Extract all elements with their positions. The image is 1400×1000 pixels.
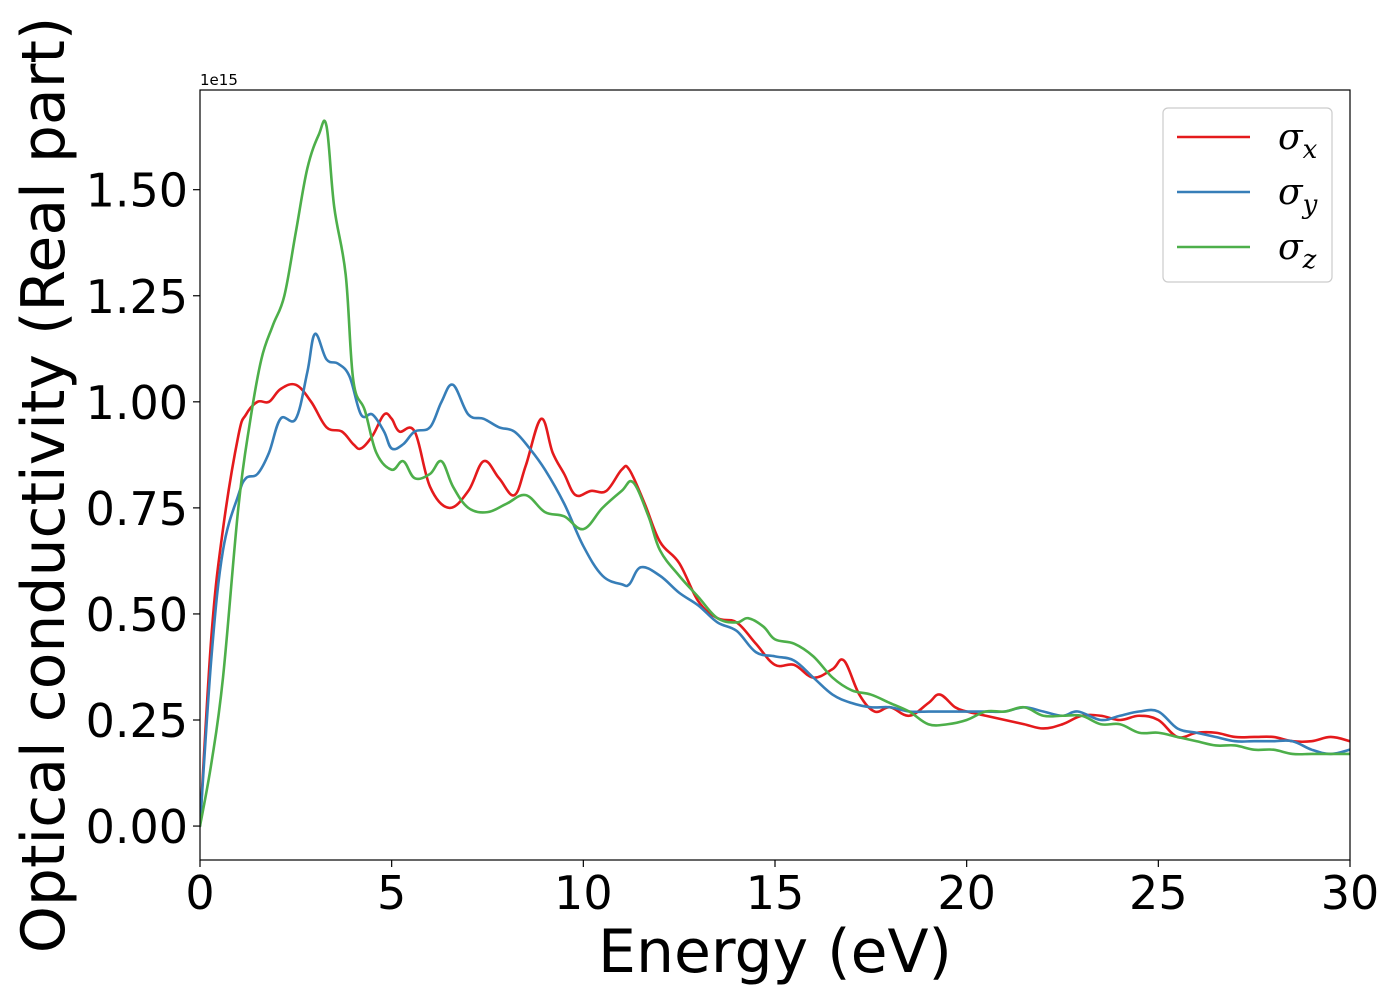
y-tick-label: 0.25 — [86, 694, 188, 748]
y-axis-offset-label: 1e15 — [200, 71, 238, 89]
legend-label: σz — [1278, 227, 1317, 275]
y-tick-label: 1.25 — [86, 270, 188, 324]
legend: σx σy σz — [1162, 107, 1333, 283]
x-tick-label: 25 — [1129, 866, 1188, 920]
y-tick-label: 0.50 — [86, 588, 188, 642]
legend-item-y: σy — [1177, 172, 1318, 220]
y-tick-label: 1.00 — [86, 376, 188, 430]
x-axis-title: Energy (eV) — [598, 917, 952, 987]
x-tick-label: 0 — [185, 866, 214, 920]
y-tick-label: 0.75 — [86, 482, 188, 536]
series-line-z — [200, 119, 1350, 828]
legend-label: σx — [1278, 117, 1318, 165]
series-layer — [200, 119, 1350, 828]
legend-frame — [1162, 107, 1333, 283]
legend-item-z: σz — [1177, 227, 1317, 275]
series-line-y — [200, 332, 1350, 828]
x-tick-label: 10 — [554, 866, 613, 920]
legend-label: σy — [1278, 172, 1318, 220]
x-axis-ticks: 0 5 10 15 20 25 30 — [185, 860, 1379, 920]
y-tick-label: 0.00 — [86, 800, 188, 854]
legend-item-x: σx — [1177, 117, 1318, 165]
plot-area: 0 5 10 15 20 25 30 0.00 0.25 0.50 0.75 1.00 1.25 1.5… — [86, 89, 1379, 920]
y-tick-label: 1.50 — [86, 164, 188, 218]
x-tick-label: 5 — [377, 866, 406, 920]
x-tick-label: 20 — [937, 866, 996, 920]
y-axis-ticks: 0.00 0.25 0.50 0.75 1.00 1.25 1.50 — [86, 164, 200, 854]
x-tick-label: 30 — [1321, 866, 1380, 920]
series-line-x — [200, 382, 1350, 828]
x-tick-label: 15 — [746, 866, 805, 920]
y-axis-title: Optical conductivity (Real part) — [9, 17, 79, 954]
